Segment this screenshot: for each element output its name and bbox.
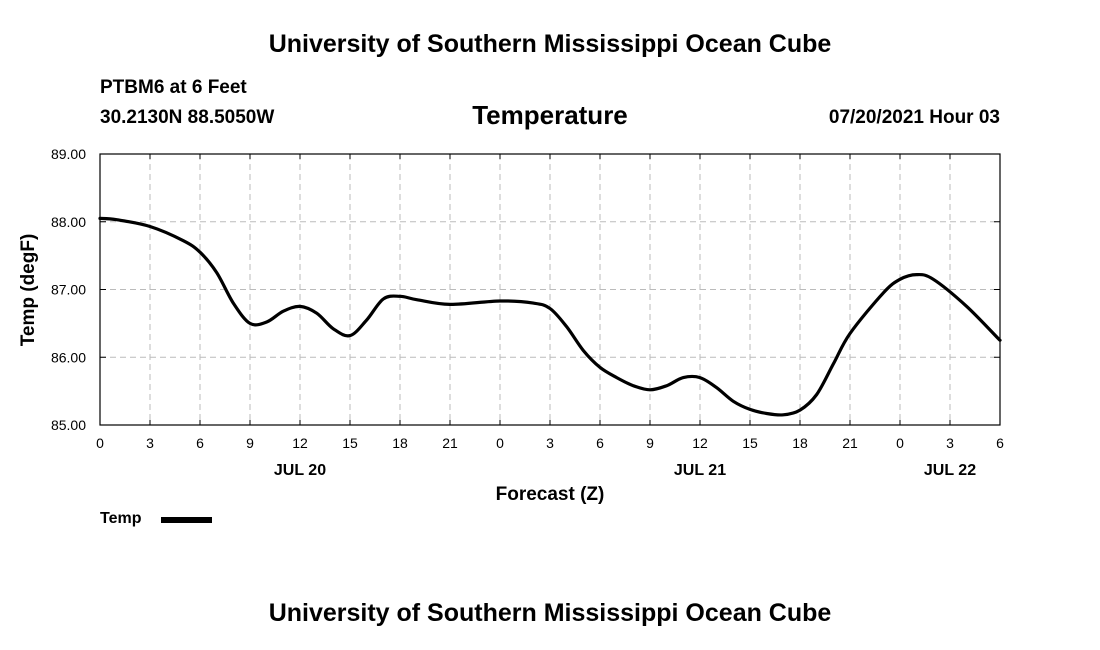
x-tick-label: 18 (392, 435, 408, 451)
x-tick-label: 21 (842, 435, 858, 451)
x-tick-labels: 0 3 6 9 12 15 18 21 0 3 6 9 12 15 18 21 0 3 6 (96, 435, 1004, 451)
x-tick-label: 6 (996, 435, 1004, 451)
timestamp-label: 07/20/2021 Hour 03 (828, 107, 1000, 128)
chart-title-bottom: University of Southern Mississippi Ocean… (268, 599, 832, 627)
station-label: PTBM6 at 6 Feet (100, 77, 247, 98)
axis-ticks (99, 153, 1001, 426)
date-labels: JUL 20 JUL 21 JUL 22 (274, 462, 976, 479)
x-tick-label: 15 (742, 435, 758, 451)
date-label: JUL 20 (274, 462, 326, 479)
x-tick-label: 0 (496, 435, 504, 451)
x-tick-label: 12 (692, 435, 708, 451)
y-tick-label: 89.00 (51, 146, 86, 162)
parameter-title: Temperature (472, 100, 628, 130)
x-tick-label: 12 (292, 435, 308, 451)
date-label: JUL 22 (924, 462, 976, 479)
y-tick-label: 85.00 (51, 417, 86, 433)
x-tick-label: 9 (646, 435, 654, 451)
x-tick-label: 15 (342, 435, 358, 451)
x-tick-label: 6 (196, 435, 204, 451)
y-tick-labels: 85.00 86.00 87.00 88.00 89.00 (51, 146, 86, 433)
grid-lines (100, 154, 1000, 425)
y-tick-label: 88.00 (51, 214, 86, 230)
x-tick-label: 21 (442, 435, 458, 451)
y-tick-label: 87.00 (51, 282, 86, 298)
x-tick-label: 18 (792, 435, 808, 451)
x-tick-label: 3 (546, 435, 554, 451)
x-tick-label: 6 (596, 435, 604, 451)
legend-label: Temp (100, 510, 142, 527)
y-axis-label: Temp (degF) (18, 234, 39, 347)
legend-swatch (161, 517, 212, 523)
temp-series-line (98, 216, 1002, 417)
x-axis-label: Forecast (Z) (496, 484, 605, 505)
y-tick-label: 86.00 (51, 349, 86, 365)
coordinates-label: 30.2130N 88.5050W (100, 107, 275, 128)
x-tick-label: 3 (146, 435, 154, 451)
chart-title-top: University of Southern Mississippi Ocean… (268, 30, 832, 58)
date-label: JUL 21 (674, 462, 726, 479)
x-tick-label: 0 (96, 435, 104, 451)
x-tick-label: 9 (246, 435, 254, 451)
x-tick-label: 3 (946, 435, 954, 451)
x-tick-label: 0 (896, 435, 904, 451)
